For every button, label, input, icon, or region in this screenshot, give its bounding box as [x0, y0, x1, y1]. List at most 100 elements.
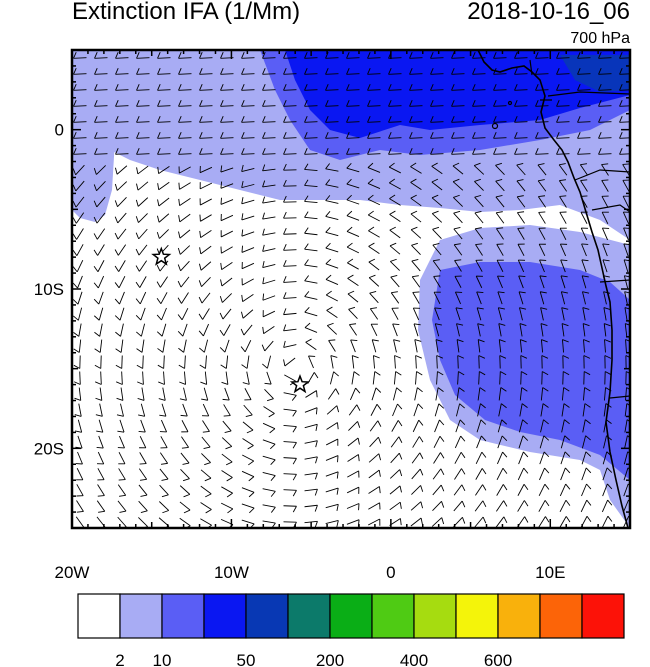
wind-barb — [304, 169, 318, 171]
wind-barb-flag — [559, 179, 567, 182]
wind-barb-flag — [346, 68, 350, 75]
wind-barb — [601, 180, 609, 192]
wind-barb — [121, 355, 123, 369]
wind-barb — [390, 452, 400, 464]
wind-barb-flag — [452, 178, 460, 183]
wind-barb — [433, 452, 441, 464]
wind-barb-flag — [520, 339, 527, 343]
wind-barb-flag — [161, 494, 169, 498]
wind-barb — [304, 89, 318, 91]
wind-barb — [96, 196, 106, 208]
wind-barb — [157, 89, 171, 91]
wind-barb-flag — [542, 403, 549, 408]
wind-barb-flag — [241, 148, 245, 155]
wind-barb — [559, 227, 567, 241]
wind-barb — [178, 89, 192, 91]
wind-barb-flag — [262, 212, 265, 220]
wind-barb — [304, 137, 318, 139]
wind-barb — [241, 137, 255, 139]
wind-barb-flag — [304, 100, 308, 107]
wind-barb-flag — [248, 460, 255, 466]
wind-barb — [346, 215, 360, 221]
wind-barb-flag — [475, 243, 483, 245]
wind-barb — [178, 121, 192, 123]
wind-barb-flag — [514, 116, 518, 123]
wind-barb — [535, 153, 549, 155]
wind-barb-flag — [535, 52, 539, 59]
wind-barb-flag — [336, 471, 339, 479]
wind-barb — [157, 153, 171, 155]
wind-barb — [604, 339, 606, 353]
wind-barb — [474, 516, 484, 528]
wind-barb-flag — [94, 84, 98, 91]
wind-barb-flag — [474, 162, 481, 167]
wind-barb — [347, 454, 359, 462]
wind-barb-flag — [367, 194, 374, 200]
colorbar-box — [413, 593, 457, 639]
wind-barb — [117, 228, 127, 240]
wind-barb — [283, 57, 297, 59]
wind-barb — [604, 387, 606, 401]
wind-barb — [283, 489, 297, 491]
wind-barb — [262, 105, 276, 107]
wind-barb-flag — [74, 414, 82, 417]
wind-barb-flag — [388, 116, 392, 123]
wind-barb — [556, 89, 570, 91]
wind-barb — [371, 339, 377, 353]
wind-barb-flag — [73, 315, 79, 321]
wind-barb — [75, 516, 85, 528]
wind-barb — [118, 275, 126, 289]
wind-barb — [367, 89, 381, 91]
wind-barb — [517, 212, 525, 224]
wind-barb — [325, 105, 339, 107]
wind-barb — [452, 165, 464, 175]
wind-barb — [619, 73, 630, 75]
wind-barb — [388, 73, 402, 75]
wind-barb-flag — [262, 164, 266, 171]
y-tick-label: 0 — [55, 121, 64, 140]
wind-barb — [580, 227, 588, 241]
wind-barb-flag — [136, 148, 140, 155]
wind-barb — [623, 499, 629, 513]
wind-barb-flag — [283, 324, 287, 332]
wind-barb — [415, 371, 417, 385]
wind-barb — [326, 325, 338, 335]
wind-barb — [241, 231, 255, 237]
wind-barb — [304, 264, 318, 268]
wind-barb — [583, 339, 585, 353]
wind-barb-flag — [347, 274, 354, 279]
wind-barb-flag — [157, 52, 161, 59]
wind-barb-flag — [522, 435, 529, 441]
wind-barb-flag — [336, 405, 340, 413]
wind-barb — [200, 485, 212, 495]
wind-barb — [430, 105, 444, 107]
wind-barb-flag — [413, 323, 421, 326]
wind-barb-flag — [283, 132, 287, 139]
wind-barb — [391, 308, 399, 320]
wind-barb-flag — [347, 290, 355, 295]
wind-barb — [577, 121, 591, 123]
wind-barb — [603, 435, 607, 449]
wind-barb — [559, 196, 567, 208]
wind-barb — [182, 403, 188, 417]
wind-barb — [516, 180, 526, 192]
wind-barb-flag — [201, 398, 208, 401]
wind-barb — [389, 501, 401, 511]
wind-barb-flag — [432, 210, 439, 214]
wind-barb-flag — [136, 132, 140, 139]
wind-barb-flag — [543, 451, 550, 458]
wind-barb — [73, 89, 87, 91]
wind-barb — [411, 276, 421, 288]
wind-barb-flag — [350, 339, 358, 341]
wind-barb-flag — [521, 371, 528, 376]
map-title: Extinction IFA (1/Mm) — [72, 0, 301, 25]
wind-barb-flag — [604, 323, 611, 327]
wind-barb — [283, 312, 297, 316]
wind-barb — [305, 390, 317, 398]
wind-barb — [537, 196, 547, 208]
wind-barb — [495, 212, 505, 224]
wind-barb-flag — [198, 330, 204, 337]
wind-barb-flag — [94, 148, 98, 155]
wind-barb-flag — [202, 431, 210, 433]
wind-barb-flag — [437, 371, 444, 376]
